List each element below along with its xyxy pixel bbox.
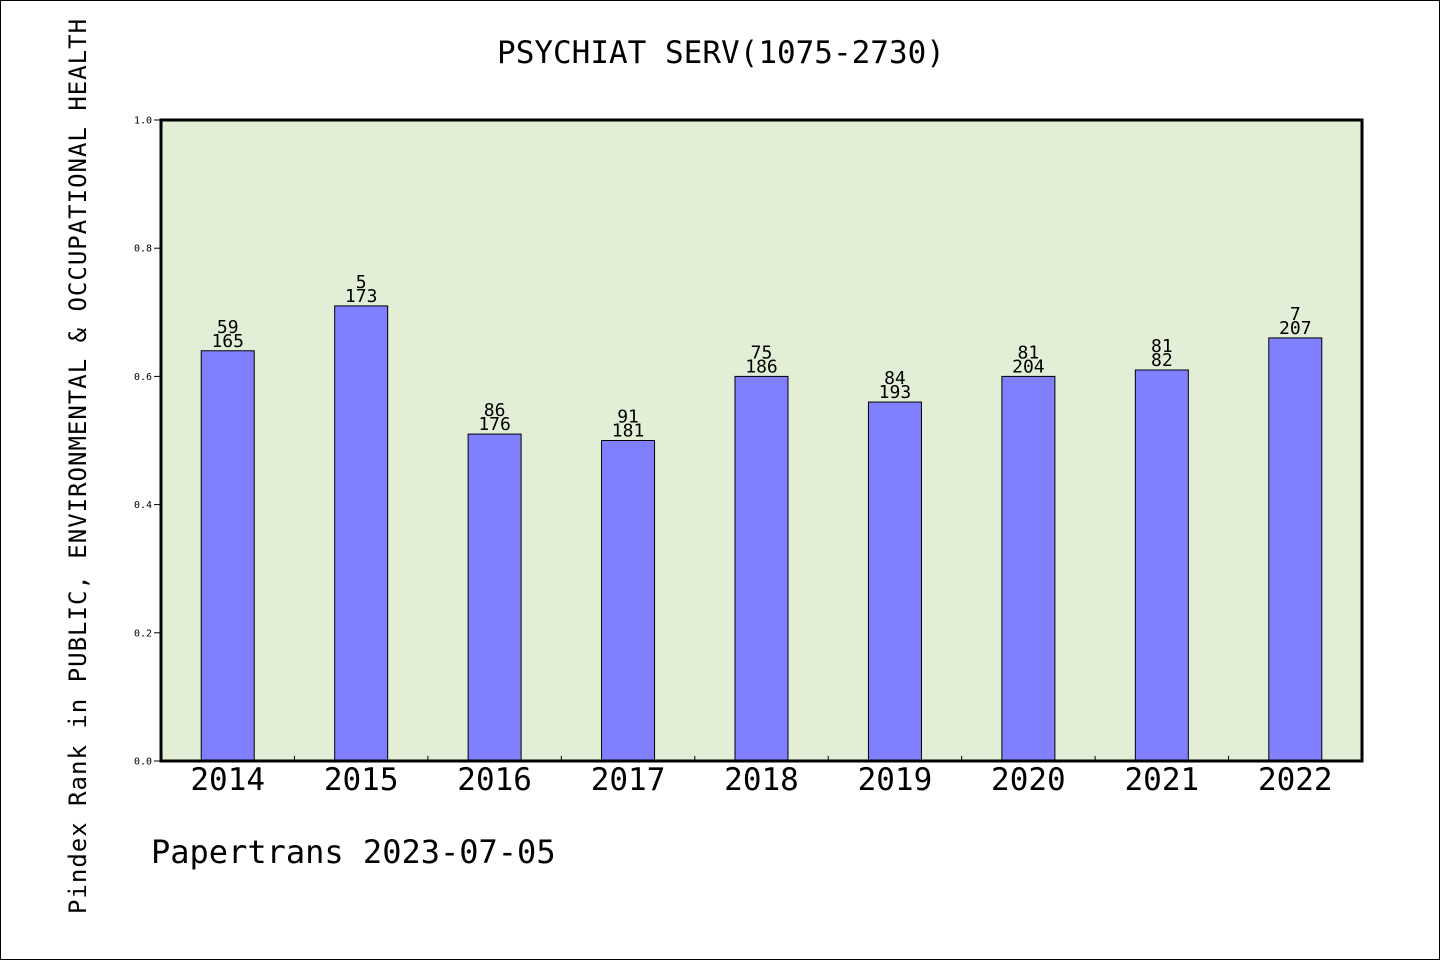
data-label-bottom: 165 bbox=[211, 331, 244, 352]
data-label-bottom: 193 bbox=[879, 382, 912, 403]
bar bbox=[601, 440, 656, 762]
data-label-top: 7 bbox=[1290, 304, 1301, 325]
data-label-bottom: 207 bbox=[1279, 318, 1312, 339]
data-label-top: 81 bbox=[1151, 336, 1173, 357]
data-label-top: 59 bbox=[217, 317, 239, 338]
x-tick-label: 2021 bbox=[1125, 762, 1200, 798]
bar bbox=[467, 433, 522, 762]
plot-border bbox=[159, 118, 1364, 763]
data-label-top: 81 bbox=[1018, 342, 1040, 363]
bar bbox=[1268, 337, 1323, 762]
x-tick-label: 2022 bbox=[1258, 762, 1333, 798]
x-tick-label: 2017 bbox=[591, 762, 666, 798]
y-tick-label: 0.4 bbox=[134, 500, 152, 511]
bar bbox=[1134, 369, 1189, 762]
data-label-top: 86 bbox=[484, 400, 506, 421]
data-label-top: 91 bbox=[617, 407, 639, 428]
data-label-top: 84 bbox=[884, 368, 906, 389]
bar bbox=[334, 305, 389, 762]
x-tick-label: 2018 bbox=[724, 762, 799, 798]
data-label-bottom: 82 bbox=[1151, 350, 1173, 371]
y-tick-label: 0.2 bbox=[134, 628, 152, 639]
data-label-top: 5 bbox=[356, 272, 367, 293]
data-label-bottom: 181 bbox=[612, 421, 645, 442]
data-label-bottom: 173 bbox=[345, 286, 378, 307]
data-label-bottom: 176 bbox=[478, 414, 511, 435]
data-label-top: 75 bbox=[751, 342, 773, 363]
bar bbox=[867, 401, 922, 762]
x-tick-label: 2015 bbox=[324, 762, 399, 798]
data-label-bottom: 186 bbox=[745, 356, 778, 377]
y-tick-label: 0.8 bbox=[134, 244, 152, 255]
x-tick-label: 2019 bbox=[858, 762, 933, 798]
bar bbox=[1001, 375, 1056, 762]
bar bbox=[200, 350, 255, 762]
y-tick-label: 0.6 bbox=[134, 372, 152, 383]
y-tick-label: 0.0 bbox=[134, 757, 152, 768]
y-tick-label: 1.0 bbox=[134, 116, 152, 127]
x-tick-label: 2016 bbox=[457, 762, 532, 798]
x-tick-label: 2020 bbox=[991, 762, 1066, 798]
x-tick-label: 2014 bbox=[190, 762, 265, 798]
bar bbox=[734, 375, 789, 762]
footer-credit: Papertrans 2023-07-05 bbox=[151, 833, 556, 871]
chart-title: PSYCHIAT SERV(1075-2730) bbox=[497, 35, 945, 71]
data-label-bottom: 204 bbox=[1012, 356, 1045, 377]
